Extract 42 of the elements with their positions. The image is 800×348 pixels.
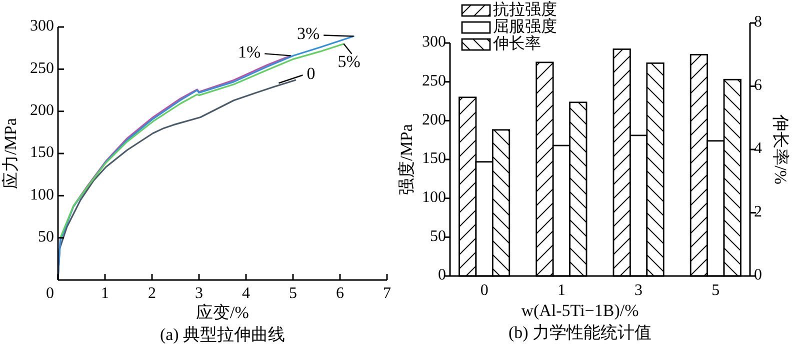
text: (a) 典型拉伸曲线: [160, 325, 286, 344]
y2-tick-label: 0: [754, 266, 762, 284]
x-tick-label: 6: [336, 285, 344, 302]
y-tick-label: 300: [30, 18, 54, 35]
legend-label: 抗拉强度: [493, 0, 557, 19]
x-tick-label: 1: [557, 282, 566, 299]
legend-label: 伸长率: [492, 34, 541, 53]
legend-label: 屈服强度: [493, 18, 557, 36]
series-label: 0: [306, 64, 316, 84]
x-tick-label: 2: [148, 285, 156, 302]
y-axis-title: 强度/MPa: [397, 124, 416, 195]
x-tick-label: 5: [712, 282, 720, 299]
x-tick-label: 7: [383, 285, 391, 302]
y2-tick-label: 8: [754, 14, 762, 31]
series-label: 3%: [296, 24, 320, 44]
y-tick-label: 150: [422, 150, 446, 168]
series-label: 5%: [338, 52, 360, 71]
y-tick-label: 250: [30, 60, 54, 77]
y-tick-label: 0: [438, 266, 446, 284]
x-axis-title: 应变/%: [196, 303, 249, 322]
x-tick-label: 0: [480, 282, 488, 299]
text: (b) 力学性能统计值: [508, 323, 652, 342]
y-tick-label: 200: [422, 111, 446, 128]
y-tick-label: 50: [38, 228, 54, 246]
y-tick-label: 300: [422, 34, 446, 51]
y-axis-title: 应力/MPa: [1, 118, 20, 189]
x-axis-title: w(Al-5Ti−1B)/%: [521, 301, 639, 320]
y-tick-label: 250: [422, 72, 446, 90]
y-tick-label: 150: [30, 144, 54, 162]
series-label: 1%: [238, 42, 261, 62]
x-tick-label: 1: [101, 285, 109, 302]
y-tick-label: 50: [430, 228, 446, 245]
y-tick-label: 200: [30, 102, 54, 120]
x-tick-label: 3: [634, 282, 643, 299]
y2-tick-label: 2: [754, 203, 762, 220]
y-tick-label: 100: [30, 186, 54, 204]
y2-tick-label: 4: [754, 140, 762, 158]
y2-axis-title: 伸长率/%: [771, 114, 790, 184]
x-tick-label: 3: [195, 285, 203, 302]
y-tick-label: 100: [422, 189, 446, 206]
x-tick-label: 5: [289, 285, 297, 302]
x-tick-label: 4: [242, 285, 250, 302]
